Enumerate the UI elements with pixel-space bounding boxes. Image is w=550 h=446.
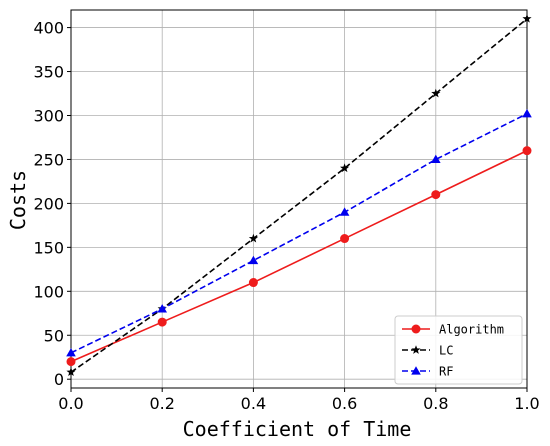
legend: Algorithm LC RF (394, 315, 523, 385)
y-tick-label: 300 (33, 106, 64, 125)
data-point-algorithm (522, 146, 532, 156)
y-axis-title: Costs (6, 170, 30, 230)
data-point-lc (340, 163, 350, 173)
data-point-rf (522, 108, 532, 118)
data-point-algorithm (340, 234, 350, 244)
data-point-rf (339, 207, 350, 216)
legend-marker-algorithm (411, 324, 421, 334)
data-point-lc (431, 88, 441, 98)
series-group (66, 13, 532, 377)
legend-label-lc: LC (439, 344, 453, 358)
legend-marker-lc (411, 345, 421, 354)
x-tick-label: 0.4 (241, 394, 266, 413)
x-axis-title: Coefficient of Time (183, 417, 412, 441)
data-point-rf (248, 255, 259, 265)
x-tick-label: 0.6 (332, 394, 357, 413)
series-line-lc (70, 18, 528, 373)
legend-marker-rf (411, 366, 421, 375)
series-line-rf (70, 113, 528, 354)
x-tick-label: 0.2 (149, 394, 174, 413)
series-rf (66, 108, 532, 357)
data-point-algorithm (66, 357, 76, 367)
series-line-algorithm (70, 149, 528, 363)
y-tick-label: 250 (33, 150, 64, 169)
x-axis: 0.0 0.2 0.4 0.6 0.8 1.0 (58, 388, 540, 413)
legend-box (394, 315, 523, 385)
data-point-algorithm (248, 278, 258, 288)
x-tick-label: 0.0 (58, 394, 83, 413)
y-tick-label: 150 (33, 238, 64, 257)
y-tick-label: 350 (33, 63, 64, 82)
data-point-rf (66, 348, 76, 357)
data-point-algorithm (157, 317, 167, 327)
y-tick-label: 200 (33, 194, 64, 213)
y-tick-label: 50 (44, 326, 64, 345)
y-tick-label: 100 (33, 282, 64, 301)
data-point-rf (431, 154, 441, 164)
y-tick-label: 400 (33, 19, 64, 38)
data-point-algorithm (431, 190, 441, 200)
x-tick-label: 0.8 (423, 394, 448, 413)
legend-label-algorithm: Algorithm (439, 323, 504, 337)
x-tick-label: 1.0 (514, 394, 539, 413)
data-point-lc (522, 13, 532, 23)
data-point-rf (157, 304, 167, 313)
data-point-lc (248, 233, 258, 243)
y-tick-label: 0 (54, 370, 64, 389)
data-point-lc (66, 367, 76, 377)
y-axis: 0 50 100 150 200 250 300 350 400 (33, 19, 71, 389)
series-algorithm (66, 146, 532, 367)
legend-label-rf: RF (439, 365, 453, 379)
plot-frame (70, 9, 528, 389)
